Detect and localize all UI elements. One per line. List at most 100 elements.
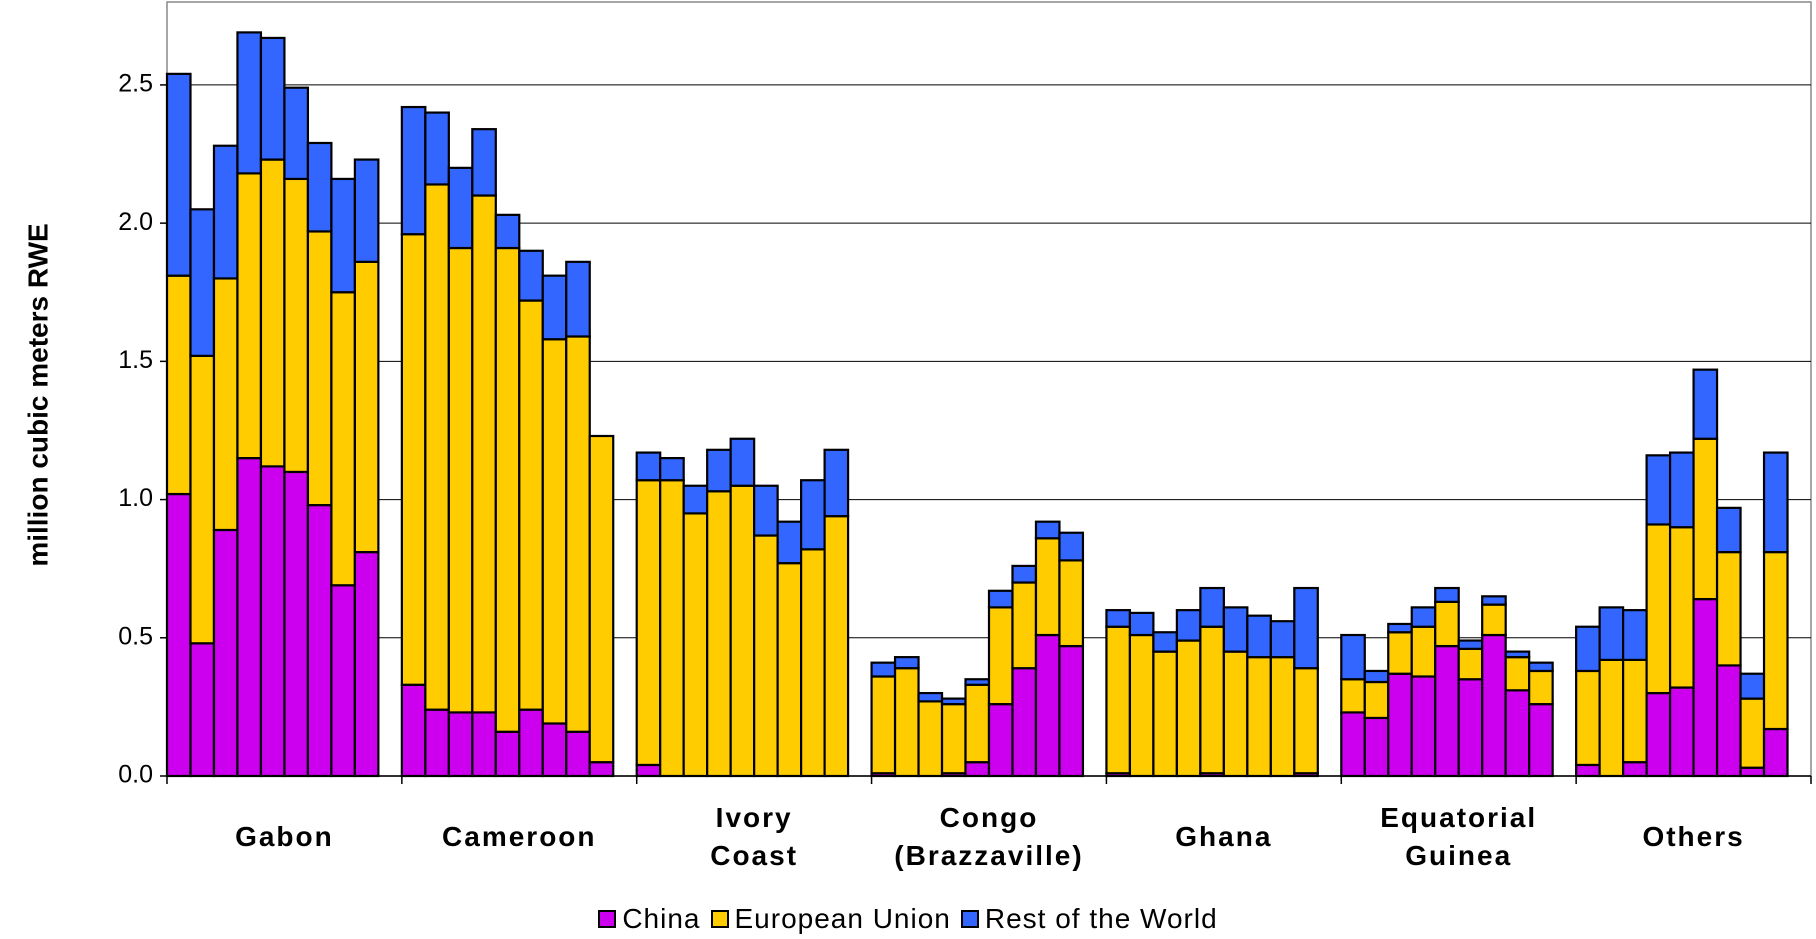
x-group-label: Gabon [235, 821, 334, 852]
bar-segment [729, 437, 756, 487]
bar-segment [1692, 597, 1719, 778]
bar-segment [776, 520, 803, 565]
bar-segment [659, 457, 685, 482]
bar-segment [1739, 672, 1766, 700]
legend-label: China [622, 903, 701, 934]
y-tick-label: 1.5 [118, 346, 153, 374]
x-group-label: Cameroon [442, 821, 597, 852]
y-tick-label: 0.5 [118, 622, 153, 650]
bar-segment [471, 128, 497, 197]
bar-segment [1058, 559, 1085, 648]
bar-segment [1034, 537, 1061, 637]
bar-segment [1668, 686, 1695, 778]
bar-segment [1622, 609, 1648, 662]
bar-segment [987, 606, 1014, 706]
bar-segment [870, 661, 897, 678]
bar-segment [917, 700, 944, 778]
bar-segment [541, 338, 568, 725]
bar-segment [306, 504, 333, 778]
bar-segment [400, 683, 427, 778]
bar-segment [400, 233, 427, 686]
bar-segment [447, 246, 474, 714]
bar-segment [1481, 595, 1507, 606]
bar-segment [1434, 586, 1460, 603]
bar-segment [1105, 609, 1132, 628]
bar-segment [1340, 633, 1366, 681]
bar-segment [1668, 526, 1695, 689]
bar-segment [1175, 609, 1202, 642]
bar-segment [753, 484, 779, 537]
legend-swatch [960, 910, 979, 928]
bar-segment [1222, 606, 1249, 653]
bar-segment [494, 246, 521, 733]
bar-segment [283, 86, 310, 181]
bar-segment [283, 470, 310, 778]
bar-segment [471, 194, 497, 714]
bar-segment [1504, 656, 1531, 692]
bar-segment [400, 105, 427, 236]
bar-segment [1340, 678, 1366, 714]
bar-segment [964, 761, 991, 778]
bar-segment [940, 703, 967, 775]
bar-segment [1175, 639, 1202, 778]
bar-segment [1387, 672, 1413, 778]
bar-segment [823, 448, 850, 518]
bar-segment [565, 730, 591, 778]
bar-segment [424, 708, 450, 778]
bar-segment [565, 335, 591, 733]
bar-segment [565, 260, 591, 338]
bar-segment [1715, 550, 1742, 667]
bar-segment [1058, 531, 1085, 562]
bar-segment [635, 479, 662, 767]
bar-segment [870, 675, 897, 775]
bar-segment [1246, 656, 1272, 778]
legend-label: Rest of the World [984, 903, 1218, 934]
bar-segment [1387, 631, 1413, 675]
bar-segment [1152, 650, 1178, 778]
bar-segment [1128, 633, 1155, 778]
y-axis-label: million cubic meters RWE [22, 223, 53, 566]
bar-segment [1504, 650, 1531, 659]
legend-swatch [710, 910, 729, 928]
bar-segment [1387, 622, 1413, 634]
bar-segment [1622, 761, 1648, 778]
x-group-label: Others [1642, 821, 1745, 852]
bar-segment [823, 515, 850, 778]
legend-item: European Union [710, 903, 951, 935]
bar-segment [165, 72, 192, 277]
bar-segment [1199, 586, 1225, 628]
bar-segment [729, 484, 756, 778]
bar-segment [1434, 644, 1460, 778]
bar-segment [706, 448, 732, 493]
bar-segment [353, 550, 380, 778]
bar-segment [1269, 656, 1296, 778]
bar-segment [494, 213, 521, 250]
y-tick-label: 0.0 [118, 761, 153, 789]
bar-segment [682, 484, 709, 515]
bar-segment [518, 299, 544, 711]
bar-segment [1011, 581, 1038, 670]
x-group-label: Ghana [1175, 821, 1273, 852]
bar-segment [1410, 606, 1437, 628]
bar-segment [893, 667, 920, 778]
bar-segment [1011, 564, 1038, 584]
bar-segment [1504, 689, 1531, 778]
bar-segment [1363, 716, 1390, 778]
bar-segment [1598, 658, 1625, 778]
bar-segment [494, 730, 521, 778]
bar-segment [659, 479, 685, 778]
bar-segment [259, 465, 286, 778]
bar-segment [1692, 368, 1719, 440]
bar-segment [588, 761, 615, 778]
bar-segment [236, 457, 263, 778]
bar-segment [189, 354, 216, 645]
bar-segment [706, 490, 732, 778]
bar-segment [447, 711, 474, 778]
bar-segment [1481, 633, 1507, 778]
bar-segment [1645, 454, 1672, 526]
bar-segment [1739, 766, 1766, 778]
bar-segment [1457, 639, 1484, 650]
bar-segment [800, 548, 826, 778]
bar-segment [259, 158, 286, 468]
